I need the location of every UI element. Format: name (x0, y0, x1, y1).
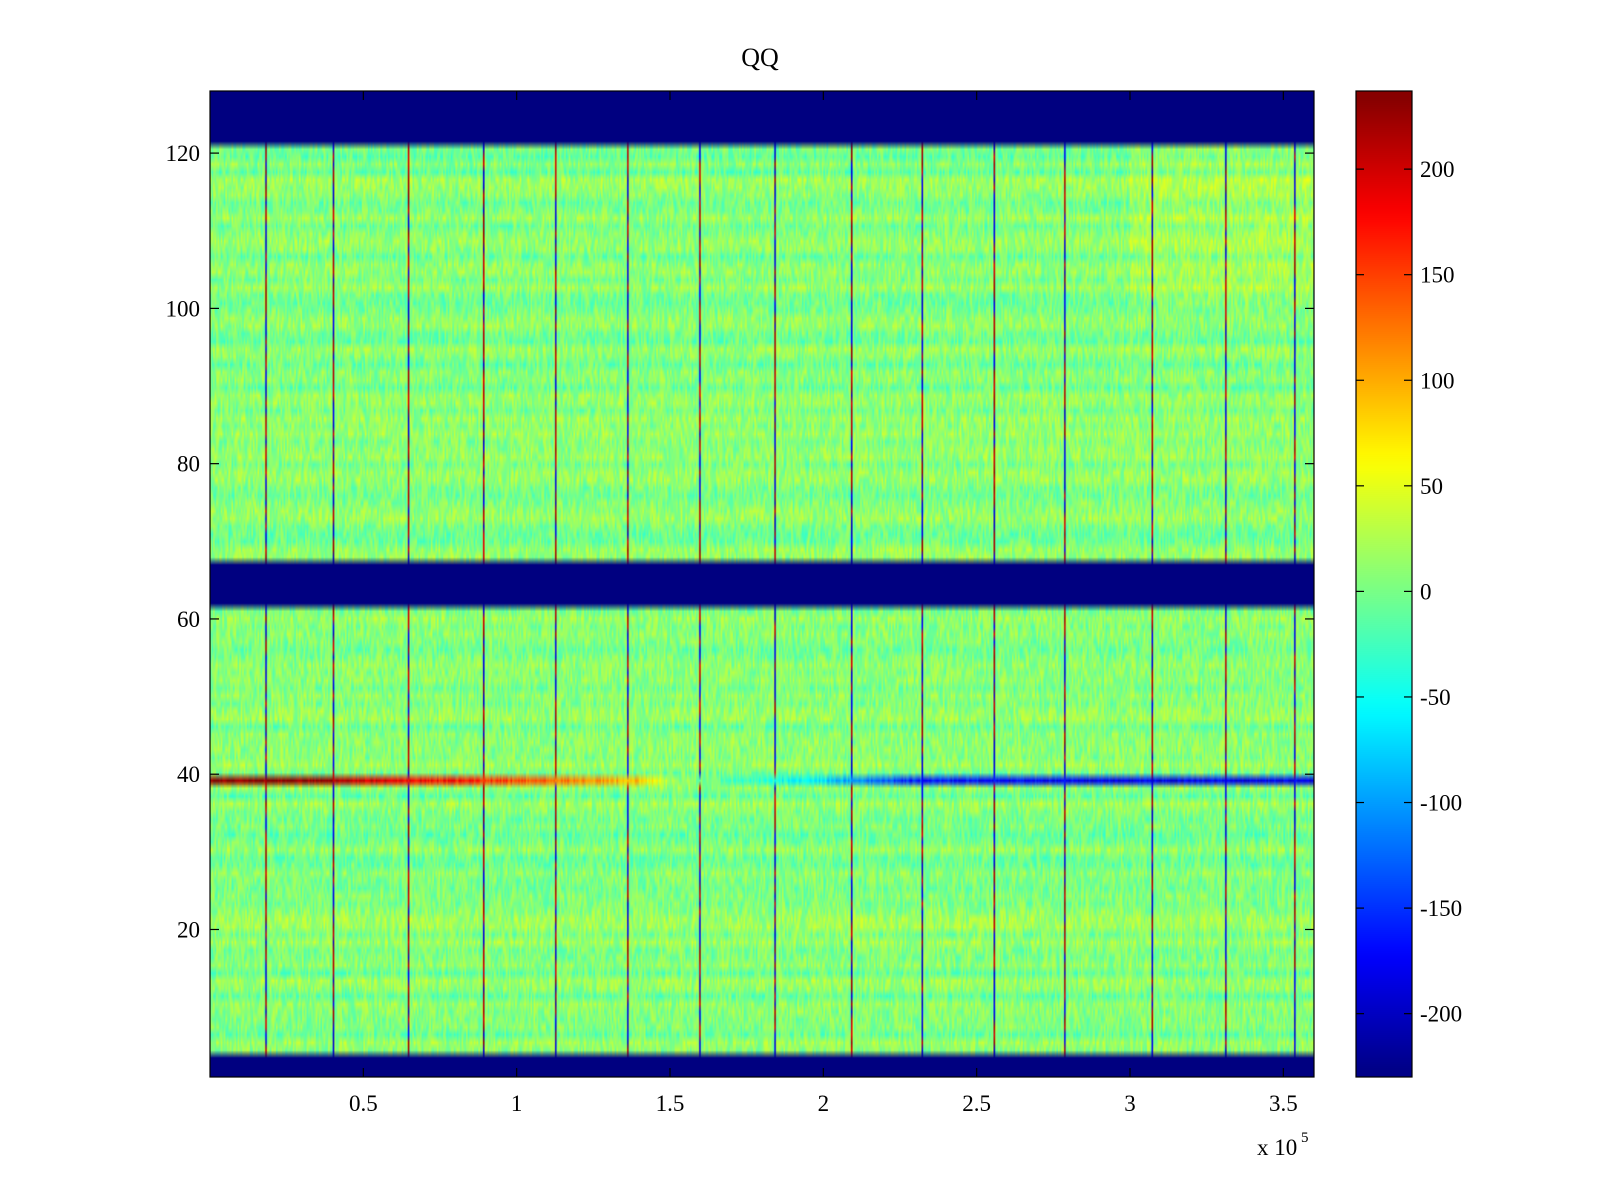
y-tick-label: 80 (177, 452, 200, 477)
chart-title: QQ (741, 43, 779, 72)
plot-frame (209, 90, 1315, 1078)
colorbar-tick-label: 150 (1420, 263, 1455, 288)
y-tick-label: 40 (177, 762, 200, 787)
y-tick-label: 20 (177, 917, 200, 942)
plot-area (209, 90, 1315, 1078)
y-tick-label: 60 (177, 607, 200, 632)
x-exponent-base: x 10 (1257, 1135, 1297, 1160)
colorbar-tick-label: -50 (1420, 685, 1451, 710)
x-exponent-label: x 10 5 (1257, 1130, 1309, 1160)
x-tick-label: 1.5 (656, 1091, 685, 1116)
colorbar-tick-label: 100 (1420, 368, 1455, 393)
x-tick-label: 2 (818, 1091, 830, 1116)
colorbar-ticks: 200 150 100 50 0 -50 -100 -150 -200 (1356, 157, 1462, 1027)
x-exponent-power: 5 (1301, 1130, 1309, 1146)
heatmap-image (210, 91, 1314, 1077)
colorbar-tick-label: -100 (1420, 791, 1462, 816)
x-axis-ticks: 0.5 1 1.5 2 2.5 3 3.5 (349, 91, 1298, 1116)
colorbar-tick-label: 50 (1420, 474, 1443, 499)
colorbar-gradient (1356, 91, 1412, 1077)
y-tick-label: 100 (166, 296, 201, 321)
x-tick-label: 3.5 (1269, 1091, 1298, 1116)
x-tick-label: 2.5 (962, 1091, 991, 1116)
colorbar-tick-label: 200 (1420, 157, 1455, 182)
x-tick-label: 1 (511, 1091, 523, 1116)
colorbar-tick-label: -200 (1420, 1002, 1462, 1027)
x-tick-label: 0.5 (349, 1091, 378, 1116)
y-axis-ticks: 20 40 60 80 100 120 (166, 141, 1314, 942)
x-tick-label: 3 (1124, 1091, 1136, 1116)
colorbar-tick-label: 0 (1420, 579, 1432, 604)
y-tick-label: 120 (166, 141, 201, 166)
colorbar-tick-label: -150 (1420, 896, 1462, 921)
colorbar-frame (1355, 90, 1413, 1078)
colorbar: 200 150 100 50 0 -50 -100 -150 -200 (1355, 90, 1462, 1078)
